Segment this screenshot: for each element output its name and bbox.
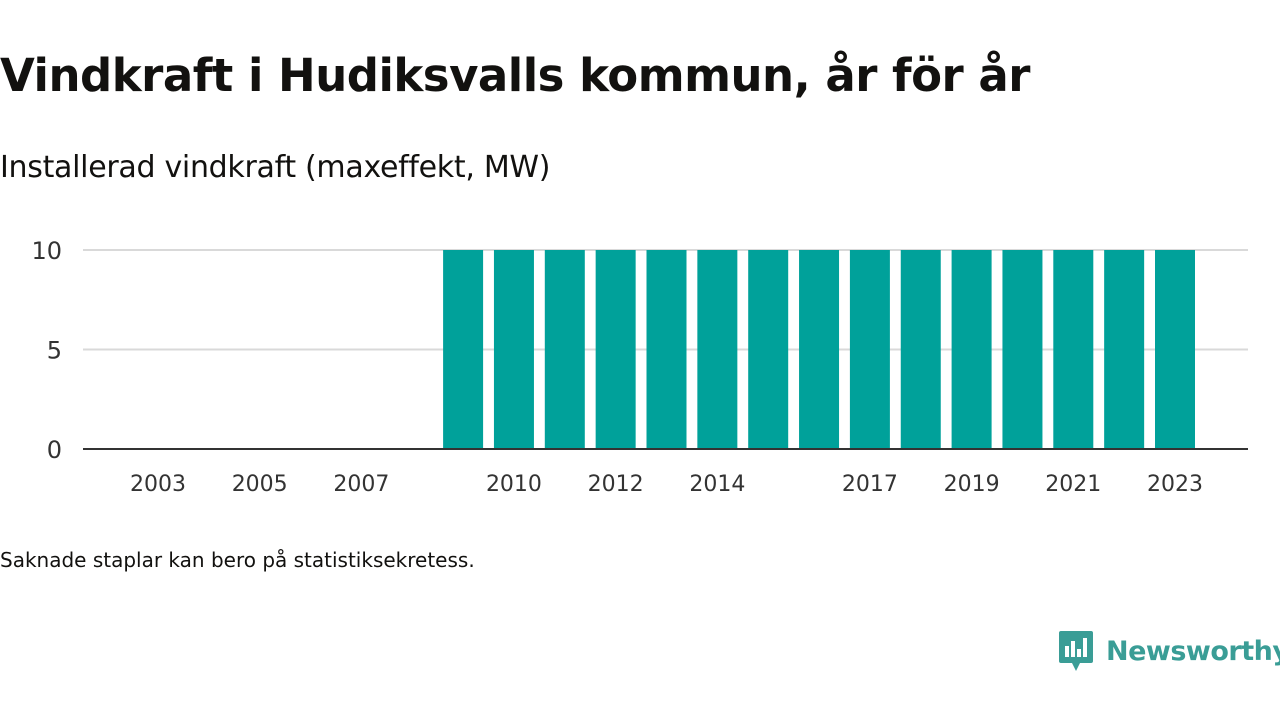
x-tick-label-2023: 2023 <box>1147 472 1203 497</box>
bar-2012 <box>595 250 636 449</box>
footnote: Saknade staplar kan bero på statistiksek… <box>0 548 475 572</box>
y-tick-label: 10 <box>31 237 62 265</box>
y-tick-label: 0 <box>47 436 62 464</box>
bar-2022 <box>1104 250 1145 449</box>
x-tick-label-2010: 2010 <box>486 472 542 497</box>
x-tick-label-2021: 2021 <box>1045 472 1101 497</box>
bar-2009 <box>443 250 484 449</box>
chart-title: Vindkraft i Hudiksvalls kommun, år för å… <box>0 49 1030 102</box>
bars <box>443 250 1195 449</box>
brand-name: Newsworthy <box>1106 635 1280 667</box>
bar-chart: 0 5 10 2003 2005 2007 2010 2012 2014 2017 2019 202… <box>31 237 1248 497</box>
x-tick-label-2005: 2005 <box>232 472 288 497</box>
bar-2021 <box>1053 250 1094 449</box>
bar-2015 <box>748 250 789 449</box>
bar-2014 <box>697 250 738 449</box>
bar-2016 <box>799 250 840 449</box>
x-tick-label-2019: 2019 <box>944 472 1000 497</box>
newsworthy-logo-icon <box>1059 631 1093 671</box>
bar-2013 <box>646 250 687 449</box>
newsworthy-logo[interactable]: Newsworthy <box>1058 628 1280 674</box>
bar-2011 <box>544 250 585 449</box>
x-tick-label-2014: 2014 <box>689 472 745 497</box>
y-axis-labels: 0 5 10 <box>31 237 62 464</box>
x-tick-label-2003: 2003 <box>130 472 186 497</box>
bar-2017 <box>849 250 890 449</box>
x-axis-labels: 2003 2005 2007 2010 2012 2014 2017 2019 2021 2023 <box>130 472 1203 497</box>
chart-subtitle: Installerad vindkraft (maxeffekt, MW) <box>0 150 551 185</box>
bar-2018 <box>900 250 941 449</box>
bar-2010 <box>493 250 534 449</box>
bar-2023 <box>1155 250 1195 449</box>
y-tick-label: 5 <box>47 337 62 365</box>
x-tick-label-2007: 2007 <box>333 472 389 497</box>
x-tick-label-2017: 2017 <box>842 472 898 497</box>
bar-2020 <box>1002 250 1043 449</box>
bar-2019 <box>951 250 992 449</box>
x-tick-label-2012: 2012 <box>588 472 644 497</box>
